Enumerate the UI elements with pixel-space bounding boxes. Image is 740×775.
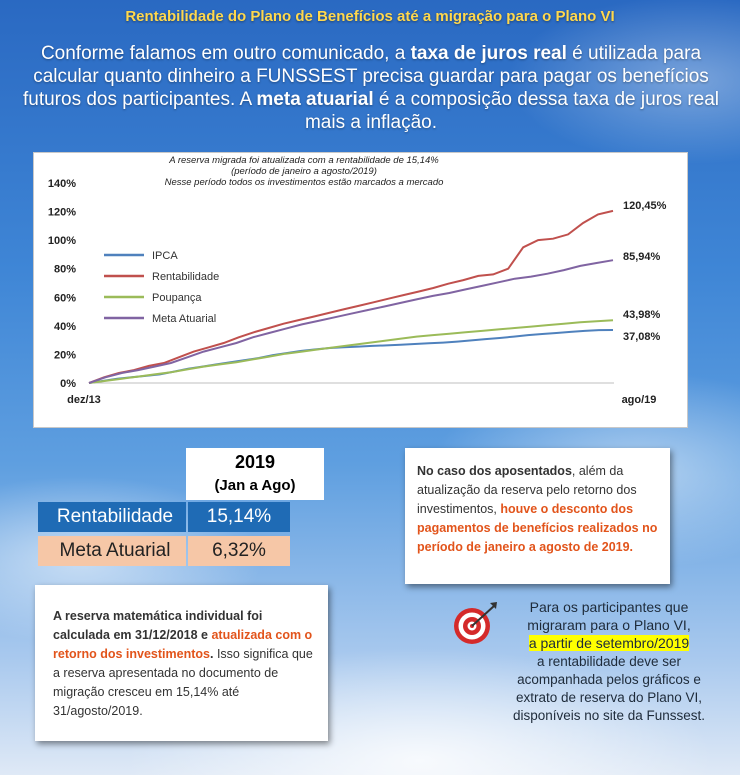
intro-bold-1: taxa de juros real — [410, 43, 567, 64]
row-label: Meta Atuarial — [38, 536, 186, 566]
x-tick-label: dez/13 — [67, 394, 101, 406]
series-line-0 — [88, 329, 614, 384]
retirees-note-highlight: houve o desconto dos pagamentos de benef… — [417, 502, 658, 554]
series-line-3 — [88, 259, 614, 384]
y-tick-label: 100% — [48, 235, 76, 247]
row-label: Rentabilidade — [38, 502, 186, 532]
y-tick-label: 60% — [54, 292, 76, 304]
plan-vi-info: Para os participantes que migraram para … — [504, 598, 714, 725]
retirees-note: No caso dos aposentados, além da atualiz… — [405, 448, 670, 584]
reserve-note-bold: A reserva matemática individual foi calc… — [53, 609, 263, 642]
series-line-1 — [88, 209, 614, 384]
reserve-note-period: . — [209, 647, 214, 661]
series-end-label: 37,08% — [623, 331, 661, 343]
table-year: 2019 — [234, 452, 276, 472]
series-end-label: 43,98% — [623, 309, 661, 321]
reserve-note: A reserva matemática individual foi calc… — [35, 585, 328, 741]
y-tick-label: 20% — [54, 349, 76, 361]
chart-annotation: Nesse período todos os investimentos est… — [165, 177, 444, 188]
target-arrow-icon — [452, 600, 498, 646]
line-chart: A reserva migrada foi atualizada com a r… — [48, 155, 667, 406]
table-row: Meta Atuarial 6,32% — [38, 536, 290, 566]
row-value: 6,32% — [188, 536, 290, 566]
intro-text-1: Conforme falamos em outro comunicado, a — [40, 43, 411, 64]
legend-label: IPCA — [152, 250, 178, 262]
y-tick-label: 120% — [48, 207, 76, 219]
intro-text-2: é utilizada para calcular quanto dinheir… — [22, 43, 709, 110]
series-line-2 — [88, 319, 614, 384]
table-header: 2019 (Jan a Ago) — [186, 448, 324, 500]
x-tick-label: ago/19 — [622, 394, 657, 406]
chart-panel: A reserva migrada foi atualizada com a r… — [33, 152, 688, 428]
series-end-label: 85,94% — [623, 251, 661, 263]
legend-label: Rentabilidade — [152, 271, 219, 283]
y-tick-label: 140% — [48, 178, 76, 190]
y-tick-label: 40% — [54, 321, 76, 333]
legend-label: Meta Atuarial — [152, 313, 216, 325]
plan-vi-date-highlight: a partir de setembro/2019 — [528, 635, 690, 651]
intro-bold-2: meta atuarial — [256, 89, 374, 110]
reserve-note-text: Isso significa que a reserva apresentada… — [53, 647, 313, 718]
table-row: Rentabilidade 15,14% — [38, 502, 290, 532]
chart-annotation: A reserva migrada foi atualizada com a r… — [168, 155, 439, 166]
chart-annotation: (período de janeiro a agosto/2019) — [231, 166, 377, 177]
intro-text-3: é a composição dessa taxa de juros real … — [304, 89, 719, 133]
table-range: (Jan a Ago) — [214, 477, 296, 494]
retirees-note-bold: No caso dos aposentados — [417, 464, 572, 478]
y-tick-label: 80% — [54, 264, 76, 276]
page-title: Rentabilidade do Plano de Benefícios até… — [125, 8, 615, 25]
legend-label: Poupança — [152, 292, 202, 304]
row-value: 15,14% — [188, 502, 290, 532]
series-end-label: 120,45% — [623, 200, 667, 212]
retirees-note-text: , além da atualização da reserva pelo re… — [417, 464, 637, 516]
y-tick-label: 0% — [60, 378, 76, 390]
intro-paragraph: Conforme falamos em outro comunicado, a … — [18, 42, 724, 134]
reserve-note-highlight: atualizada com o retorno dos investiment… — [53, 628, 313, 661]
plan-vi-line2: a rentabilidade deve ser acompanhada pel… — [512, 654, 706, 723]
plan-vi-line1: Para os participantes que migraram para … — [527, 599, 691, 633]
